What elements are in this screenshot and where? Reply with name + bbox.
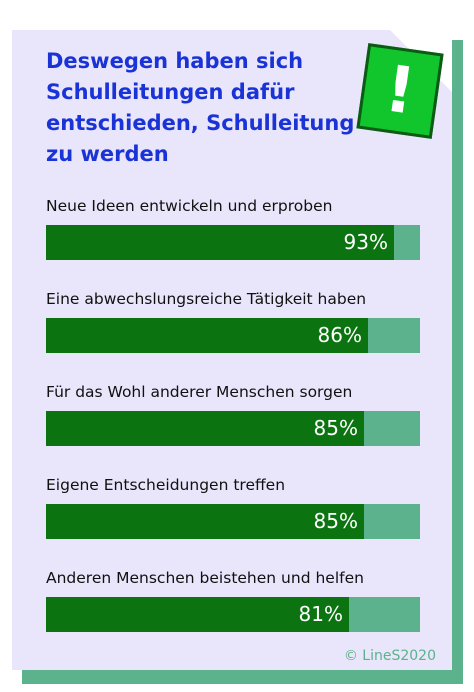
chart-title: Deswegen haben sich Schulleitungen dafür… — [46, 49, 355, 166]
value-label: 86% — [317, 323, 362, 347]
infographic-card: Deswegen haben sich Schulleitungen dafür… — [12, 30, 452, 670]
bar-fill: 85% — [46, 411, 364, 446]
bar-item: Eine abwechslungsreiche Tätigkeit haben 8… — [46, 289, 420, 353]
copyright-text: © LineS2020 — [343, 648, 436, 664]
category-label: Für das Wohl anderer Menschen sorgen — [46, 383, 353, 401]
bar-track: 81% — [46, 597, 420, 632]
bar-item: Eigene Entscheidungen treffen 85% — [46, 475, 420, 539]
exclamation-icon: ! — [380, 52, 420, 130]
category-label: Neue Ideen entwickeln und erproben — [46, 197, 333, 215]
bar-fill: 81% — [46, 597, 349, 632]
bar-fill: 86% — [46, 318, 368, 353]
bar-item: Für das Wohl anderer Menschen sorgen 85% — [46, 382, 420, 446]
bar-item: Neue Ideen entwickeln und erproben 93% — [46, 196, 420, 260]
bar-fill: 93% — [46, 225, 394, 260]
exclamation-badge: ! — [356, 43, 444, 139]
category-label: Eine abwechslungsreiche Tätigkeit haben — [46, 290, 367, 308]
value-label: 85% — [313, 416, 358, 440]
value-label: 81% — [298, 602, 343, 626]
bar-track: 85% — [46, 504, 420, 539]
bar-item: Anderen Menschen beistehen und helfen 81% — [46, 568, 420, 632]
bar-track: 86% — [46, 318, 420, 353]
value-label: 85% — [313, 509, 358, 533]
category-label: Eigene Entscheidungen treffen — [46, 476, 286, 494]
value-label: 93% — [343, 230, 388, 254]
category-label: Anderen Menschen beistehen und helfen — [46, 569, 364, 587]
bar-fill: 85% — [46, 504, 364, 539]
bar-track: 85% — [46, 411, 420, 446]
bar-track: 93% — [46, 225, 420, 260]
